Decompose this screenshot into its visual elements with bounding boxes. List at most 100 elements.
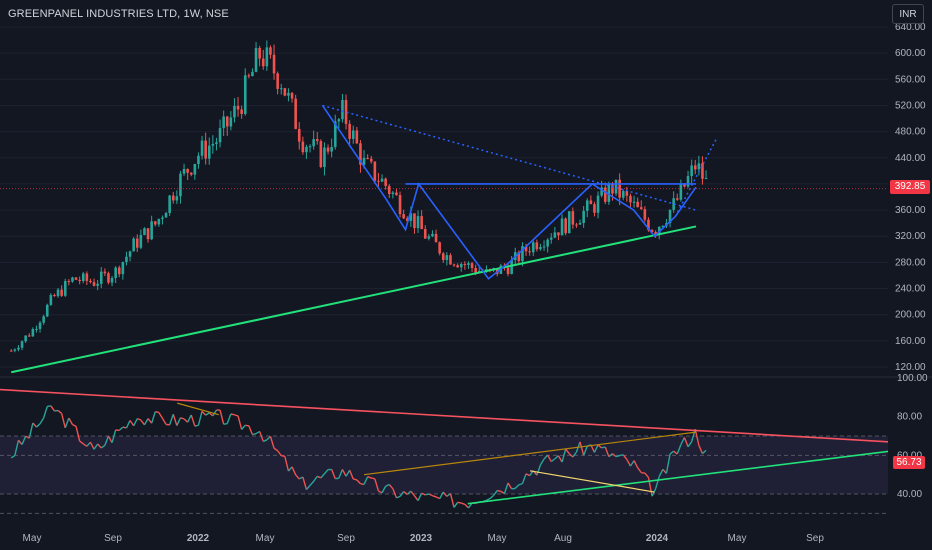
rsi-segment — [168, 414, 174, 426]
rsi-segment — [118, 426, 124, 431]
rsi-segment — [68, 417, 74, 425]
candle-body — [521, 246, 524, 262]
rsi-segment — [381, 485, 387, 494]
rsi-segment — [457, 501, 462, 504]
rsi-segment — [658, 468, 664, 477]
candle-body — [639, 207, 643, 210]
rsi-segment — [187, 414, 192, 423]
rsi-segment — [72, 423, 77, 427]
candle-body — [553, 232, 557, 238]
rsi-segment — [461, 502, 466, 506]
price-axis-label: 560.00 — [895, 74, 926, 85]
rsi-segment — [669, 450, 675, 455]
candle-body — [535, 242, 539, 250]
candle-body — [693, 165, 697, 170]
rsi-divergence-line — [529, 470, 655, 493]
support-trendline — [11, 225, 697, 374]
rsi-segment — [626, 459, 632, 467]
candle-body — [121, 262, 125, 275]
rsi-segment — [305, 484, 311, 491]
candle-body — [99, 271, 103, 284]
candle-body — [467, 263, 470, 265]
rsi-segment — [425, 493, 430, 496]
rsi-segment — [330, 469, 336, 479]
price-axis-label: 280.00 — [895, 257, 926, 268]
candle-body — [161, 217, 164, 219]
rsi-divergence-line — [363, 431, 697, 476]
rsi-segment — [194, 424, 199, 427]
candle-body — [661, 225, 665, 227]
rsi-segment — [568, 453, 574, 458]
candle-body — [704, 178, 708, 180]
rsi-segment — [223, 422, 228, 425]
candle-body — [373, 161, 377, 181]
rsi-segment — [248, 425, 254, 435]
rsi-segment — [79, 440, 84, 445]
candle-body — [63, 281, 67, 296]
rsi-segment — [439, 491, 444, 500]
candle-body — [20, 341, 24, 348]
rsi-segment — [75, 426, 81, 442]
price-axis-label: 360.00 — [895, 205, 926, 216]
time-axis-label: 2022 — [187, 533, 210, 544]
candle-body — [438, 242, 441, 254]
rsi-segment — [129, 420, 135, 427]
candle-body — [333, 121, 337, 148]
candle-body — [297, 128, 301, 142]
rsi-segment — [521, 473, 527, 484]
candle-body — [636, 201, 639, 208]
candle-body — [204, 140, 207, 159]
price-axis-label: 520.00 — [895, 100, 926, 111]
candle-body — [85, 273, 89, 281]
candle-body — [9, 350, 13, 352]
candle-body — [315, 139, 319, 142]
candle-body — [13, 349, 17, 351]
rsi-segment — [493, 490, 498, 496]
candle-body — [272, 54, 276, 74]
candle-body — [600, 187, 603, 196]
candle-body — [67, 281, 71, 283]
candle-body — [78, 279, 81, 282]
candle-body — [128, 251, 132, 257]
pattern-zigzag — [321, 105, 697, 280]
candle-body — [560, 218, 564, 236]
rsi-segment — [435, 496, 440, 500]
candle-body — [423, 229, 427, 239]
rsi-segment — [158, 412, 164, 419]
candle-body — [359, 143, 362, 165]
rsi-segment — [32, 422, 37, 428]
candle-body — [431, 233, 434, 237]
price-axis-label: 200.00 — [895, 310, 926, 321]
candle-body — [459, 264, 463, 268]
candle-body — [654, 232, 657, 235]
candle-body — [24, 335, 27, 342]
currency-button[interactable]: INR — [892, 4, 924, 24]
rsi-segment — [396, 495, 401, 499]
candle-body — [117, 267, 121, 275]
rsi-segment — [511, 487, 516, 490]
price-axis-label: 440.00 — [895, 153, 926, 164]
rsi-value-tag: 56.73 — [893, 456, 925, 469]
candle-body — [413, 213, 416, 229]
candle-body — [308, 146, 312, 148]
rsi-segment — [237, 415, 243, 430]
candle-body — [341, 99, 344, 120]
rsi-segment — [47, 405, 51, 408]
candle-body — [200, 140, 204, 156]
rsi-segment — [14, 440, 20, 456]
time-axis-label: 2024 — [646, 533, 669, 544]
price-axis-label: 480.00 — [895, 127, 926, 138]
rsi-segment — [287, 466, 293, 472]
candle-body — [31, 329, 35, 337]
rsi-segment — [449, 493, 455, 508]
rsi-segment — [122, 426, 127, 429]
candle-body — [567, 211, 571, 234]
rsi-segment — [518, 482, 523, 486]
candle-body — [17, 347, 20, 350]
rsi-axis-label: 80.00 — [897, 412, 922, 423]
candle-body — [377, 180, 380, 182]
candle-body — [690, 165, 693, 177]
candle-body — [132, 238, 135, 252]
time-axis-label: 2023 — [410, 533, 433, 544]
